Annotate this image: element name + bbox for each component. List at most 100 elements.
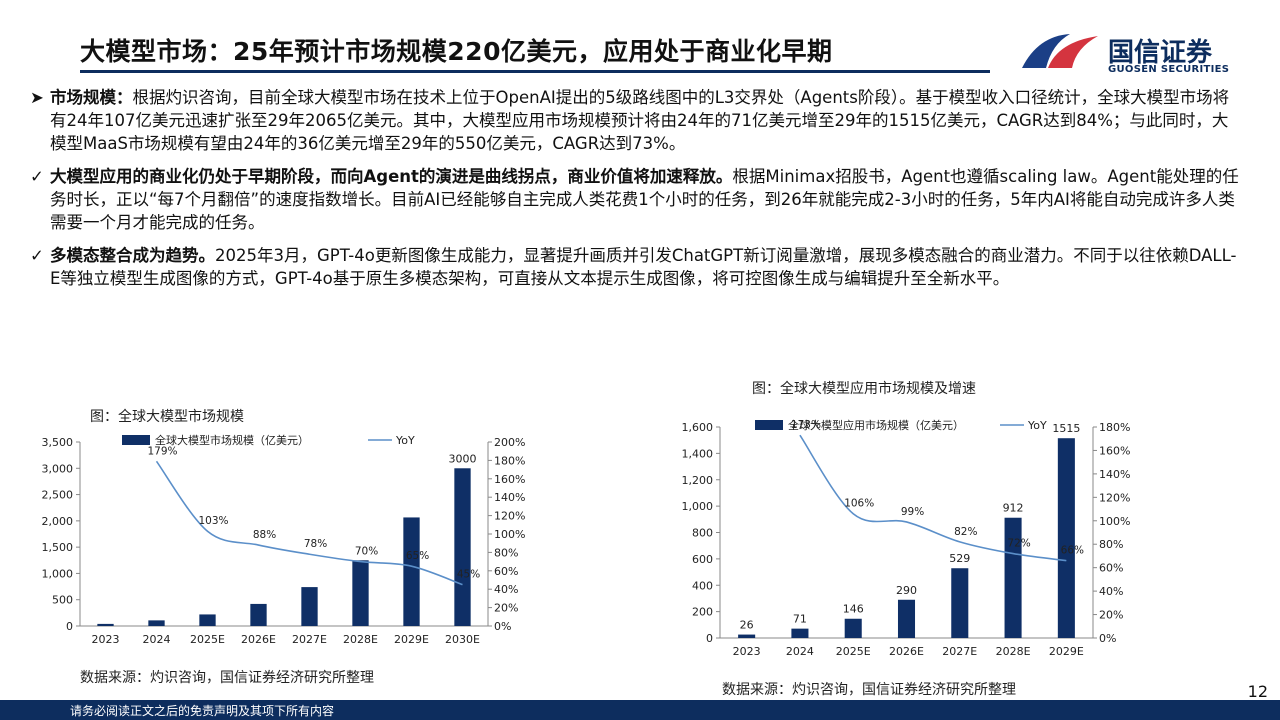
llm-app-market-chart: 0 200 400 600 800 1,000 1,200 1,400 1,600 0% 20% 40…	[682, 418, 1131, 658]
legend-label-bar: 全球大模型市场规模（亿美元）	[155, 433, 309, 447]
bar	[301, 587, 318, 626]
footer-bar: 请务必阅读正文之后的免责声明及其项下所有内容	[0, 700, 1280, 720]
yoy-data-label: 66%	[1061, 545, 1084, 557]
y-tick-label: 0	[706, 632, 713, 645]
bar	[951, 568, 969, 638]
y2-tick-label: 200%	[494, 436, 525, 449]
chart-caption-right: 图：全球大模型应用市场规模及增速	[752, 381, 976, 397]
yoy-data-label: 45%	[457, 569, 480, 581]
y2-tick-label: 0%	[1099, 632, 1116, 645]
y2-tick-label: 180%	[1099, 421, 1130, 434]
y2-tick-label: 100%	[494, 528, 525, 541]
yoy-data-label: 106%	[844, 498, 874, 510]
bar-data-label: 529	[949, 552, 970, 565]
bar	[844, 618, 862, 638]
x-tick-label: 2024	[143, 633, 171, 646]
y2-tick-label: 60%	[1099, 562, 1123, 575]
bar	[250, 603, 267, 626]
bullet-lead: 大模型应用的商业化仍处于早期阶段，而向Agent的演进是曲线拐点，商业价值将加速…	[50, 167, 733, 186]
bar-data-label: 912	[1003, 502, 1024, 515]
y-tick-label: 0	[66, 620, 73, 633]
x-tick-label: 2028E	[996, 645, 1031, 658]
bullet-text: 2025年3月，GPT-4o更新图像生成能力，显著提升画质并引发ChatGPT新…	[50, 246, 1237, 288]
y2-tick-label: 160%	[494, 473, 525, 486]
bar	[199, 614, 216, 626]
bullet-market-size: ➤ 市场规模：根据灼识咨询，目前全球大模型市场在技术上位于OpenAI提出的5级…	[30, 86, 1240, 155]
check-bullet-icon: ✓	[30, 246, 44, 265]
x-tick-label: 2029E	[394, 633, 429, 646]
bullet-lead: 市场规模：	[50, 88, 133, 107]
y2-tick-label: 0%	[494, 620, 511, 633]
y-tick-label: 400	[692, 579, 713, 592]
yoy-data-label: 70%	[355, 546, 378, 558]
x-tick-label: 2024	[786, 645, 814, 658]
y2-tick-label: 100%	[1099, 515, 1130, 528]
y-tick-label: 1,000	[682, 500, 714, 513]
bar	[403, 517, 420, 626]
check-bullet-icon: ✓	[30, 167, 44, 186]
y-tick-label: 1,400	[682, 447, 714, 460]
bullet-text: 根据灼识咨询，目前全球大模型市场在技术上位于OpenAI提出的5级路线图中的L3…	[50, 88, 1230, 153]
y-tick-label: 3,500	[42, 436, 74, 449]
yoy-data-label: 103%	[198, 515, 228, 527]
legend-label-line: YoY	[395, 434, 415, 447]
arrow-bullet-icon: ➤	[30, 88, 44, 107]
bar	[97, 623, 114, 626]
x-tick-label: 2027E	[292, 633, 327, 646]
y-tick-label: 3,000	[42, 462, 74, 475]
yoy-data-label: 173%	[791, 419, 821, 431]
y2-tick-label: 140%	[494, 491, 525, 504]
source-note-left: 数据来源：灼识咨询，国信证券经济研究所整理	[80, 670, 374, 686]
bar-data-label: 3000	[449, 452, 477, 465]
y2-tick-label: 60%	[494, 565, 518, 578]
logo-text-cn: 国信证券	[1108, 38, 1213, 68]
page-number: 12	[1247, 682, 1268, 701]
bar	[791, 628, 809, 638]
logo-text-en: GUOSEN SECURITIES	[1108, 64, 1230, 75]
source-note-right: 数据来源：灼识咨询，国信证券经济研究所整理	[722, 682, 1016, 698]
bar	[1004, 517, 1022, 638]
y-tick-label: 2,000	[42, 515, 74, 528]
yoy-data-label: 72%	[1007, 538, 1030, 550]
title-divider	[80, 70, 990, 73]
y-tick-label: 600	[692, 553, 713, 566]
x-tick-label: 2025E	[190, 633, 225, 646]
y2-tick-label: 120%	[1099, 491, 1130, 504]
legend-swatch-bar	[122, 435, 150, 445]
y2-tick-label: 40%	[494, 583, 518, 596]
bullet-lead: 多模态整合成为趋势。	[50, 246, 215, 265]
x-tick-label: 2026E	[241, 633, 276, 646]
x-tick-label: 2023	[92, 633, 120, 646]
y-tick-label: 800	[692, 527, 713, 540]
yoy-data-label: 82%	[954, 526, 977, 538]
yoy-data-label: 65%	[406, 550, 429, 562]
x-tick-label: 2023	[733, 645, 761, 658]
bar	[454, 468, 471, 626]
yoy-data-label: 99%	[901, 506, 924, 518]
yoy-line	[155, 460, 463, 586]
bullet-commercialization: ✓ 大模型应用的商业化仍处于早期阶段，而向Agent的演进是曲线拐点，商业价值将…	[30, 165, 1240, 234]
legend-label-bar: 全球大模型应用市场规模（亿美元）	[788, 418, 964, 432]
y2-tick-label: 40%	[1099, 585, 1123, 598]
page-title: 大模型市场：25年预计市场规模220亿美元，应用处于商业化早期	[80, 37, 833, 66]
legend-label-line: YoY	[1027, 419, 1047, 432]
y-tick-label: 1,200	[682, 474, 714, 487]
bullet-list: ➤ 市场规模：根据灼识咨询，目前全球大模型市场在技术上位于OpenAI提出的5级…	[30, 86, 1240, 300]
y-tick-label: 1,600	[682, 421, 714, 434]
bar	[148, 620, 165, 626]
yoy-data-label: 88%	[253, 529, 276, 541]
y2-tick-label: 20%	[1099, 609, 1123, 622]
bullet-text: 根据Minimax招股书，Agent也遵循scaling law。Agent能处…	[50, 167, 1239, 232]
y-tick-label: 1,500	[42, 541, 74, 554]
y2-tick-label: 80%	[1099, 538, 1123, 551]
x-tick-label: 2029E	[1049, 645, 1084, 658]
bar-data-label: 290	[896, 584, 917, 597]
x-tick-label: 2030E	[445, 633, 480, 646]
yoy-data-label: 78%	[304, 538, 327, 550]
global-llm-market-chart: 0 500 1,000 1,500 2,000 2,500 3,000 3,500 0% 20% 4…	[42, 433, 526, 646]
y2-tick-label: 120%	[494, 510, 525, 523]
y2-tick-label: 180%	[494, 454, 525, 467]
bar	[738, 634, 756, 638]
x-tick-label: 2027E	[942, 645, 977, 658]
x-tick-label: 2028E	[343, 633, 378, 646]
